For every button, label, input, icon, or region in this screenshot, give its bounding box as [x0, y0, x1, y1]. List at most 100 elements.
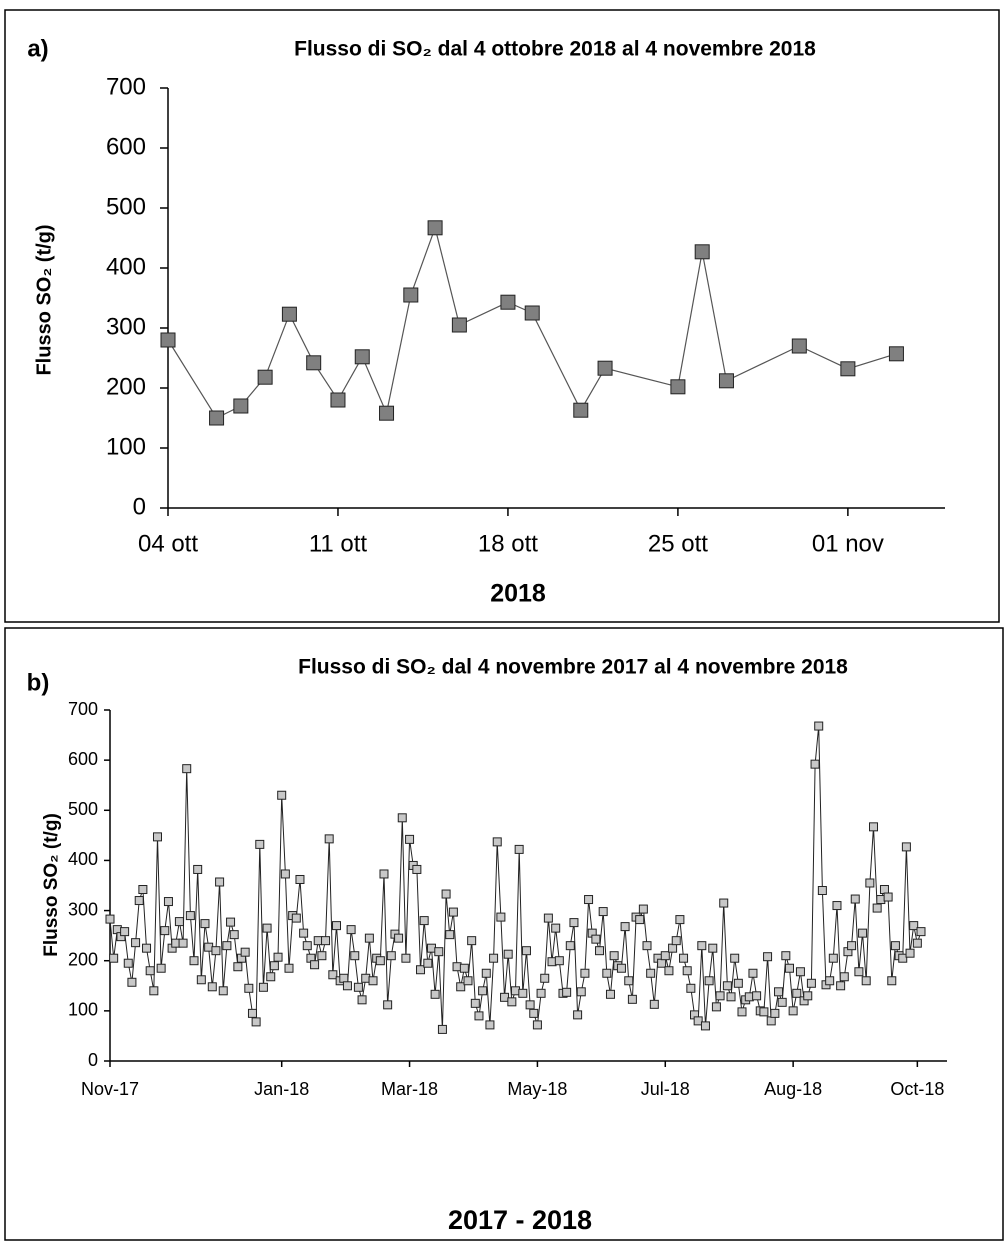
y-tick-label: 600 [68, 749, 98, 769]
data-point [752, 991, 762, 1001]
data-point [357, 995, 367, 1005]
x-axis-title: 2018 [490, 580, 546, 608]
data-point [134, 896, 144, 906]
data-point [445, 930, 455, 940]
data-point [774, 987, 784, 997]
data-point [679, 953, 689, 963]
data-point [602, 968, 612, 978]
y-tick-label: 700 [68, 699, 98, 719]
data-point [397, 813, 407, 823]
data-point [803, 991, 813, 1001]
data-point [152, 832, 162, 842]
x-tick-label: Aug-18 [764, 1079, 822, 1099]
data-point [554, 956, 564, 966]
data-point [277, 790, 287, 800]
data-point [269, 961, 279, 971]
data-point [474, 1011, 484, 1021]
data-point [346, 925, 356, 935]
data-point [368, 976, 378, 986]
data-point [525, 1000, 535, 1010]
data-point [383, 1000, 393, 1010]
data-point [836, 981, 846, 991]
y-tick-label: 600 [106, 133, 146, 160]
data-point [339, 973, 349, 983]
data-point [529, 1008, 539, 1018]
data-point [700, 1021, 710, 1031]
data-point [405, 834, 415, 844]
data-point [209, 410, 225, 426]
data-point [543, 913, 553, 923]
data-point [905, 948, 915, 958]
data-point [605, 989, 615, 999]
data-point [888, 346, 904, 362]
data-point [670, 379, 686, 395]
data-point [489, 953, 499, 963]
data-point [766, 1016, 776, 1026]
data-point [160, 926, 170, 936]
data-point [485, 1020, 495, 1030]
data-point [452, 962, 462, 972]
data-point [806, 978, 816, 988]
data-point [890, 941, 900, 951]
data-point [258, 982, 268, 992]
y-tick-label: 200 [106, 373, 146, 400]
data-point [597, 360, 613, 376]
data-point [145, 966, 155, 976]
data-point [324, 834, 334, 844]
data-point [514, 844, 524, 854]
data-point [642, 941, 652, 951]
data-point [204, 942, 214, 952]
data-point [825, 976, 835, 986]
data-point [427, 220, 443, 236]
data-line [167, 225, 897, 419]
data-point [562, 987, 572, 997]
data-point [430, 989, 440, 999]
data-point [686, 983, 696, 993]
data-point [791, 338, 807, 354]
data-line [109, 725, 922, 1030]
y-tick-label: 0 [88, 1050, 98, 1070]
chart-title: Flusso di SO₂ dal 4 novembre 2017 al 4 n… [298, 656, 848, 679]
data-point [174, 917, 184, 927]
y-tick-label: 300 [106, 313, 146, 340]
data-point [123, 958, 133, 968]
data-point [500, 294, 516, 310]
data-point [163, 897, 173, 907]
data-point [496, 912, 506, 922]
data-point [536, 988, 546, 998]
data-point [295, 874, 305, 884]
data-point [142, 943, 152, 953]
data-point [313, 936, 323, 946]
y-axis-title: Flusso SO₂ (t/g) [33, 224, 55, 375]
data-point [770, 1008, 780, 1018]
data-point [840, 361, 856, 377]
data-point [580, 968, 590, 978]
data-point [284, 963, 294, 973]
data-point [777, 997, 787, 1007]
data-point [693, 1016, 703, 1026]
data-point [196, 975, 206, 985]
x-tick-label: 01 nov [812, 530, 884, 557]
x-tick-label: 11 ott [309, 530, 368, 557]
data-point [664, 966, 674, 976]
data-point [120, 927, 130, 937]
data-point [547, 957, 557, 967]
data-point [748, 968, 758, 978]
data-point [379, 869, 389, 879]
data-point [350, 951, 360, 961]
data-point [200, 919, 210, 929]
data-point [759, 1007, 769, 1017]
data-point [792, 988, 802, 998]
data-point [730, 953, 740, 963]
data-point [330, 392, 346, 408]
data-point [620, 922, 630, 932]
x-tick-label: 18 ott [478, 530, 538, 557]
data-point [540, 973, 550, 983]
data-point [386, 951, 396, 961]
data-point [247, 1008, 257, 1018]
data-point [584, 895, 594, 905]
data-point [737, 1007, 747, 1017]
data-point [437, 1024, 447, 1034]
data-point [879, 885, 889, 895]
